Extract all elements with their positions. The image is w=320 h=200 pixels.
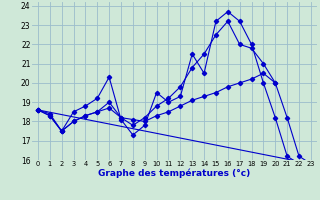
- X-axis label: Graphe des températures (°c): Graphe des températures (°c): [98, 169, 251, 178]
